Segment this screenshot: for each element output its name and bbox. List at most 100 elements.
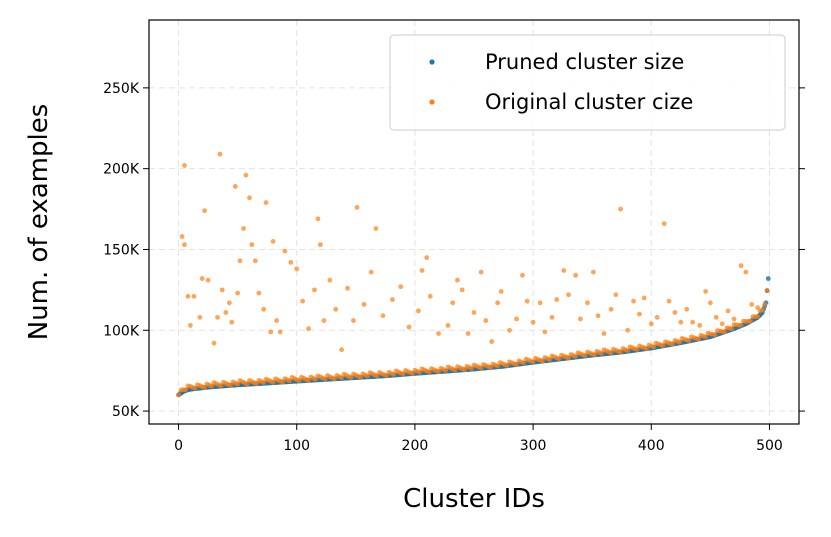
original-point [478,365,484,371]
original-point [436,369,441,375]
original-point [384,373,389,379]
original-outlier-point [743,269,749,275]
legend-label-pruned: Pruned cluster size [485,50,684,74]
original-outlier-point [182,163,187,168]
original-outlier-point [351,318,356,323]
original-point [452,367,458,373]
original-point [306,378,311,383]
original-point [322,376,328,382]
original-point [192,385,198,391]
original-point [599,350,605,356]
original-point [625,348,631,353]
original-point [495,363,501,369]
original-outlier-point [641,295,647,301]
y-tick-label: 200K [103,162,140,178]
original-outlier-point [590,269,596,275]
axes: 0 100 200 300 400 500 50K 100K 150K 200K 250K [103,19,805,454]
original-outlier-point [199,276,205,281]
original-point [582,353,588,359]
original-outlier-point [274,318,280,323]
original-outlier-point [229,319,235,325]
original-outlier-point [684,306,690,312]
original-outlier-point [577,316,583,322]
original-point [738,322,744,328]
original-outlier-point [315,216,321,222]
original-outlier-point [678,319,684,325]
original-outlier-point [406,324,412,330]
original-point [547,357,553,362]
original-outlier-point [625,327,631,333]
original-outlier-point [185,293,191,299]
original-point [332,376,337,382]
original-outlier-point [270,238,276,244]
original-point [608,350,614,356]
legend-marker-original [429,99,435,105]
original-outlier-point [483,318,489,323]
legend-label-original: Original cluster cize [485,90,693,114]
original-outlier-point [719,321,725,327]
original-outlier-point [542,329,548,335]
y-tick-label: 50K [112,404,140,420]
original-outlier-point [608,306,614,312]
original-outlier-point [489,339,495,344]
original-outlier-point [187,323,193,328]
original-outlier-point [631,298,636,304]
original-point [365,373,371,379]
original-point [764,287,770,293]
original-point [469,366,475,371]
original-point [426,369,432,375]
original-outlier-point [223,310,229,315]
original-outlier-point [261,306,267,312]
original-point [540,358,545,364]
original-point [287,378,293,384]
original-outlier-point [648,321,654,327]
original-point [729,326,735,332]
original-outlier-point [321,318,327,323]
original-outlier-point [749,302,755,307]
original-outlier-point [288,260,294,265]
original-outlier-point [202,208,207,214]
original-point [183,387,189,393]
x-tick-label: 500 [756,438,783,454]
x-tick-label: 0 [174,438,183,454]
original-outlier-point [585,300,590,306]
original-outlier-point [380,313,386,319]
original-point [254,381,259,387]
original-outlier-point [312,287,317,293]
original-outlier-point [232,184,238,189]
original-outlier-point [191,293,197,299]
y-tick-label: 250K [103,81,140,97]
pruned-point [765,276,771,281]
y-tick-label: 100K [103,323,140,339]
original-point [209,383,215,389]
original-point [644,346,649,352]
original-point [417,369,423,375]
original-point [530,359,536,365]
original-outlier-point [327,277,333,283]
original-outlier-point [277,329,283,335]
original-outlier-point [537,300,543,306]
original-point [696,336,701,342]
original-outlier-point [427,293,433,299]
original-point [202,385,207,390]
original-point [618,349,623,355]
original-outlier-point [361,302,367,307]
original-outlier-point [697,323,703,328]
original-outlier-point [455,277,460,283]
original-outlier-point [690,319,696,325]
legend: Pruned cluster size Original cluster ciz… [389,34,786,131]
original-point [176,392,181,398]
original-point [573,353,579,359]
original-outlier-point [241,226,246,231]
original-point [556,356,562,362]
original-outlier-point [445,323,451,328]
original-point [374,373,380,379]
legend-box [389,34,786,131]
original-point [261,380,267,385]
plot-frame [148,19,800,425]
original-outlier-point [471,310,477,315]
original-point [280,379,285,385]
original-point [660,343,666,348]
x-tick-label: 300 [520,438,547,454]
original-outlier-point [755,305,761,311]
